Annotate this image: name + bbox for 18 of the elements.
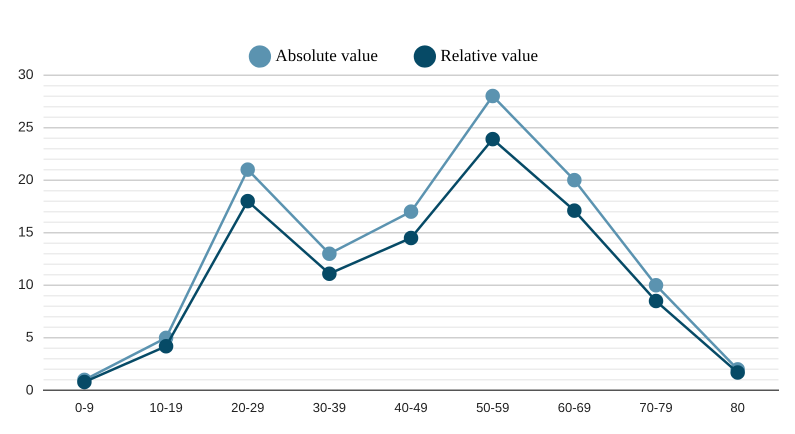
- legend-label: Relative value: [440, 46, 538, 65]
- y-tick-label: 15: [18, 224, 34, 240]
- x-tick-label: 80: [730, 400, 745, 415]
- y-tick-label: 30: [18, 66, 34, 82]
- y-tick-label: 0: [26, 381, 34, 398]
- x-tick-label: 10-19: [149, 400, 183, 415]
- x-tick-label: 0-9: [75, 400, 94, 415]
- y-tick-label: 5: [26, 328, 34, 345]
- x-tick-label: 70-79: [639, 400, 673, 415]
- y-tick-label: 25: [18, 118, 34, 134]
- x-tick-label: 30-39: [312, 400, 346, 415]
- x-tick-label: 50-59: [476, 400, 510, 415]
- x-tick-label: 20-29: [231, 400, 264, 415]
- x-tick-label: 40-49: [394, 400, 428, 415]
- y-tick-label: 20: [18, 170, 34, 187]
- y-tick-label: 10: [18, 276, 34, 292]
- x-tick-label: 60-69: [558, 400, 591, 415]
- legend-label: Absolute value: [275, 46, 378, 65]
